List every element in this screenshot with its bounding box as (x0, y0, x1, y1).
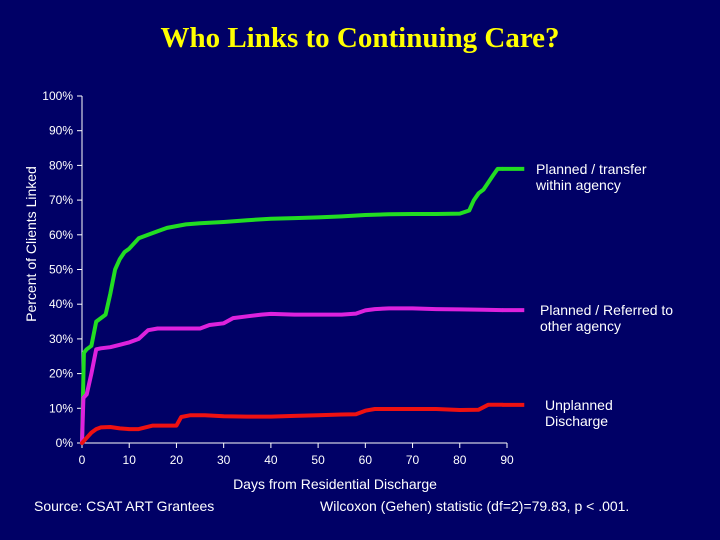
legend-label: Planned / Referred to (540, 302, 673, 318)
y-axis-title: Percent of Clients Linked (23, 166, 39, 322)
x-tick-label: 90 (500, 453, 514, 467)
x-tick-label: 80 (453, 453, 467, 467)
y-tick-label: 30% (49, 332, 73, 346)
y-tick-label: 0% (56, 436, 74, 450)
y-tick-label: 60% (49, 228, 73, 242)
y-tick-label: 80% (49, 158, 73, 172)
legend-label: Unplanned (545, 397, 613, 413)
y-tick-label: 10% (49, 401, 73, 415)
x-axis-title: Days from Residential Discharge (233, 476, 437, 492)
y-tick-label: 90% (49, 124, 73, 138)
x-tick-label: 0 (79, 453, 86, 467)
y-tick-label: 70% (49, 193, 73, 207)
x-tick-label: 30 (217, 453, 231, 467)
legend-label: other agency (540, 318, 621, 334)
series-line (80, 306, 505, 445)
x-tick-label: 70 (406, 453, 420, 467)
x-tick-label: 40 (264, 453, 278, 467)
stat-note: Wilcoxon (Gehen) statistic (df=2)=79.83,… (320, 498, 630, 514)
series-line (80, 402, 505, 445)
x-tick-label: 20 (170, 453, 184, 467)
legend-label: within agency (535, 177, 621, 193)
y-tick-label: 50% (49, 263, 73, 277)
y-tick-label: 40% (49, 297, 73, 311)
slide-title: Who Links to Continuing Care? (160, 22, 560, 54)
source-note: Source: CSAT ART Grantees (34, 498, 215, 514)
x-tick-label: 50 (311, 453, 325, 467)
series-line (80, 166, 505, 445)
legend-label: Planned / transfer (536, 161, 647, 177)
y-tick-label: 20% (49, 367, 73, 381)
y-tick-label: 100% (42, 89, 73, 103)
legend-label: Discharge (545, 413, 608, 429)
x-tick-label: 10 (123, 453, 137, 467)
x-tick-label: 60 (359, 453, 373, 467)
